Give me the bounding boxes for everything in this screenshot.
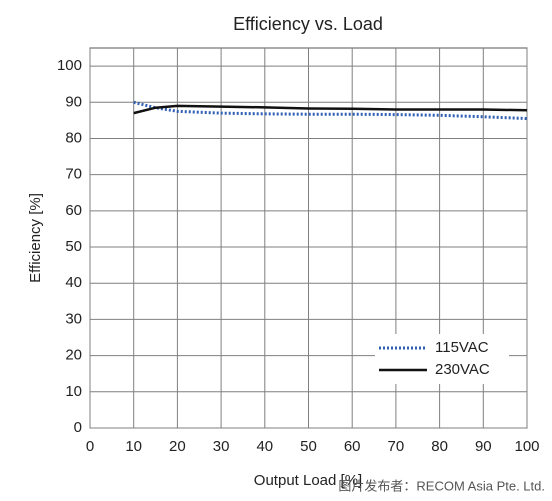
- y-tick-label: 60: [65, 202, 82, 219]
- y-tick-label: 0: [74, 419, 82, 436]
- y-tick-label: 10: [65, 383, 82, 400]
- legend-box: [375, 334, 509, 384]
- x-tick-label: 70: [388, 438, 405, 455]
- x-tick-label: 20: [169, 438, 186, 455]
- x-tick-label: 0: [86, 438, 94, 455]
- y-axis-label: Efficiency [%]: [27, 193, 44, 283]
- y-tick-label: 40: [65, 274, 82, 291]
- watermark: 图片发布者：RECOM Asia Pte. Ltd.: [338, 478, 545, 493]
- y-tick-label: 70: [65, 166, 82, 183]
- x-tick-label: 30: [213, 438, 230, 455]
- y-tick-label: 100: [57, 57, 82, 74]
- y-tick-label: 90: [65, 93, 82, 110]
- x-tick-label: 90: [475, 438, 492, 455]
- chart-title: Efficiency vs. Load: [233, 14, 383, 34]
- x-tick-label: 100: [514, 438, 539, 455]
- y-tick-label: 80: [65, 129, 82, 146]
- x-tick-label: 50: [300, 438, 317, 455]
- y-tick-label: 20: [65, 347, 82, 364]
- y-tick-label: 30: [65, 310, 82, 327]
- x-tick-label: 10: [125, 438, 142, 455]
- data-line: [133, 100, 528, 121]
- x-tick-label: 80: [431, 438, 448, 455]
- x-tick-label: 40: [256, 438, 273, 455]
- legend-label: 115VAC: [435, 339, 489, 356]
- legend-label: 230VAC: [435, 361, 490, 378]
- y-tick-label: 50: [65, 238, 82, 255]
- data-line: [133, 104, 528, 115]
- x-tick-label: 60: [344, 438, 361, 455]
- x-axis-label: Output Load [%]: [254, 472, 362, 489]
